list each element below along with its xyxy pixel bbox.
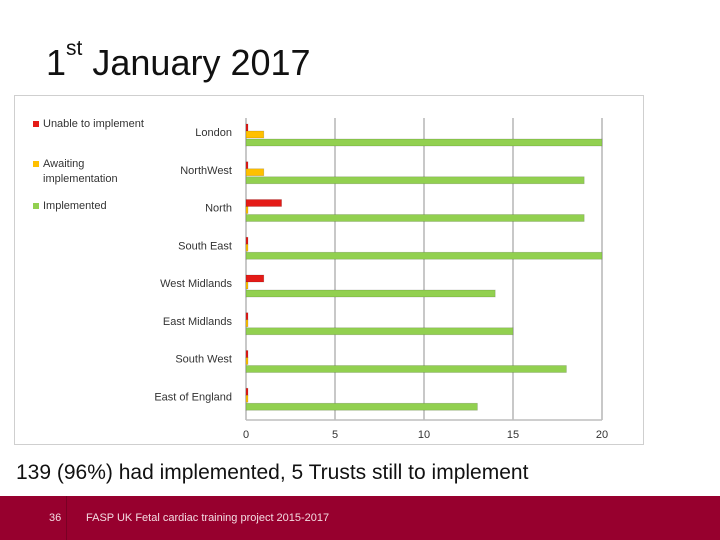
bar-1-5 bbox=[245, 319, 249, 328]
bar-0-7 bbox=[245, 387, 249, 396]
footer-text: FASP UK Fetal cardiac training project 2… bbox=[86, 512, 330, 524]
page-number: 36 bbox=[49, 512, 62, 524]
legend-label-0: Unable to implement bbox=[43, 118, 144, 130]
bar-2-0 bbox=[245, 138, 603, 147]
category-label-1: NorthWest bbox=[180, 165, 232, 177]
legend-label-2: Implemented bbox=[43, 200, 107, 212]
title-rest: January 2017 bbox=[82, 42, 311, 83]
bar-1-6 bbox=[245, 357, 249, 365]
category-label-5: East Midlands bbox=[163, 316, 233, 328]
category-label-2: North bbox=[205, 203, 232, 215]
title-prefix: 1 bbox=[46, 42, 67, 83]
bar-0-2 bbox=[245, 199, 282, 207]
bar-0-1 bbox=[245, 161, 249, 170]
legend-swatch-0 bbox=[33, 121, 39, 127]
bar-0-0 bbox=[245, 123, 249, 132]
x-tick-label-2: 10 bbox=[418, 429, 430, 441]
bar-2-1 bbox=[245, 176, 585, 185]
bar-0-6 bbox=[245, 350, 249, 358]
legend-swatch-1 bbox=[33, 161, 39, 167]
bar-1-0 bbox=[245, 130, 265, 139]
bar-1-3 bbox=[245, 243, 249, 252]
bar-1-4 bbox=[245, 281, 249, 290]
bar-0-5 bbox=[245, 312, 249, 321]
category-label-3: South East bbox=[178, 240, 232, 252]
legend-swatch-2 bbox=[33, 203, 39, 209]
bar-2-2 bbox=[245, 214, 585, 222]
bar-0-4 bbox=[245, 274, 265, 283]
summary-caption: 139 (96%) had implemented, 5 Trusts stil… bbox=[16, 461, 529, 484]
x-tick-label-4: 20 bbox=[596, 429, 608, 441]
title-superscript: st bbox=[66, 37, 83, 60]
x-tick-label-3: 15 bbox=[507, 429, 519, 441]
category-label-0: London bbox=[195, 127, 232, 139]
x-tick-label-1: 5 bbox=[332, 429, 338, 441]
bar-2-5 bbox=[245, 327, 514, 336]
legend-label-1: Awaiting implementation bbox=[43, 158, 118, 185]
bar-chart: 0 5 10 15 20 London NorthWest North South East We… bbox=[33, 118, 608, 441]
category-label-6: South West bbox=[175, 354, 232, 366]
bar-2-6 bbox=[245, 365, 567, 373]
bar-1-2 bbox=[245, 206, 249, 214]
category-label-7: East of England bbox=[154, 391, 232, 403]
category-label-4: West Midlands bbox=[160, 278, 232, 290]
footer-divider bbox=[66, 496, 67, 540]
bar-2-4 bbox=[245, 289, 496, 298]
bar-1-7 bbox=[245, 394, 249, 403]
bar-1-1 bbox=[245, 168, 265, 177]
chart-panel: 0 5 10 15 20 London NorthWest North South East We… bbox=[14, 95, 644, 445]
bar-2-3 bbox=[245, 251, 603, 260]
x-tick-label-0: 0 bbox=[243, 429, 249, 441]
bar-0-3 bbox=[245, 236, 249, 245]
footer-bar: 36 FASP UK Fetal cardiac training projec… bbox=[0, 496, 720, 540]
bar-2-7 bbox=[245, 402, 478, 411]
slide-title: 1st January 2017 bbox=[46, 38, 311, 84]
